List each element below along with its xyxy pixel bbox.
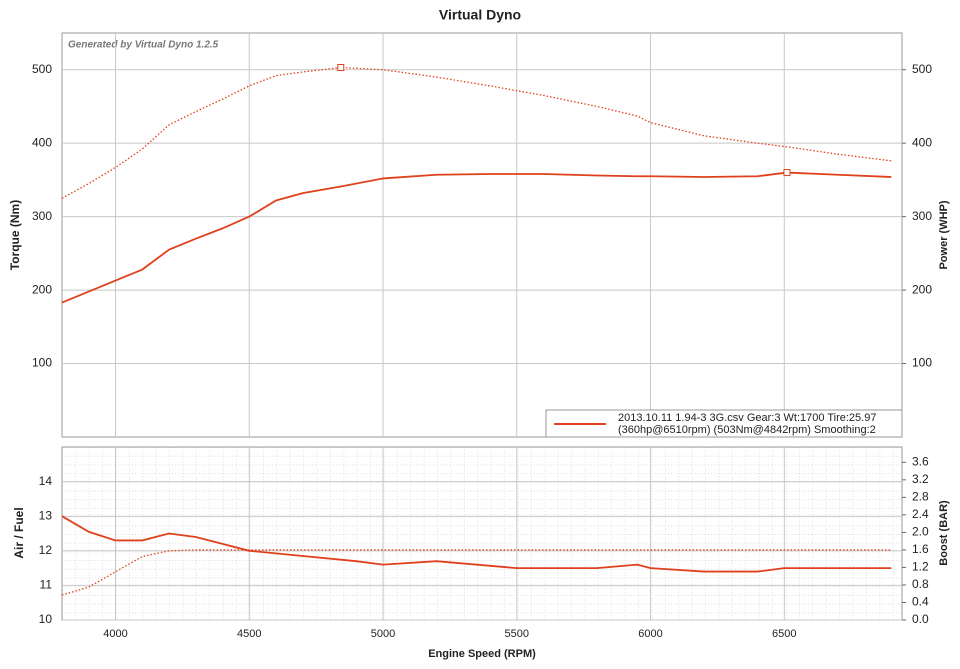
y2-tick-label: 3.2 — [912, 472, 929, 486]
series-line — [61, 171, 892, 304]
plot-area-top — [61, 32, 903, 438]
plot-area-bottom — [61, 446, 903, 621]
y2-tick-label: 0.0 — [912, 612, 929, 626]
y2-tick-label: 400 — [912, 135, 932, 149]
legend-text: (360hp@6510rpm) (503Nm@4842rpm) Smoothin… — [618, 424, 876, 436]
x-axis-label: Engine Speed (RPM) — [428, 648, 536, 660]
x-tick-label: 4000 — [103, 628, 127, 640]
x-tick-label: 5000 — [371, 628, 395, 640]
y-tick-label: 13 — [39, 508, 53, 522]
y2-tick-label: 500 — [912, 62, 932, 76]
y2-tick-label: 2.8 — [912, 490, 929, 504]
peak-marker — [783, 169, 791, 177]
y2-axis-label: Power (WHP) — [938, 200, 950, 269]
y-tick-label: 100 — [32, 356, 52, 370]
y2-tick-label: 2.4 — [912, 507, 929, 521]
y2-tick-label: 200 — [912, 282, 932, 296]
y2-tick-label: 3.6 — [912, 455, 929, 469]
y2-tick-label: 1.2 — [912, 560, 929, 574]
y-tick-label: 14 — [39, 474, 53, 488]
y-tick-label: 400 — [32, 135, 52, 149]
subtitle: Generated by Virtual Dyno 1.2.5 — [68, 40, 219, 51]
y-axis-label: Torque (Nm) — [8, 200, 22, 270]
y-tick-label: 11 — [40, 578, 53, 592]
x-tick-label: 5500 — [505, 628, 529, 640]
y2-tick-label: 1.6 — [912, 542, 929, 556]
x-tick-label: 4500 — [237, 628, 261, 640]
x-tick-label: 6000 — [638, 628, 662, 640]
y-tick-label: 10 — [39, 612, 53, 626]
y-tick-label: 500 — [32, 62, 52, 76]
y-tick-label: 300 — [32, 209, 52, 223]
y-tick-label: 200 — [32, 282, 52, 296]
chart-title: Virtual Dyno — [439, 7, 521, 23]
legend-text: 2013.10.11 1.94-3 3G.csv Gear:3 Wt:1700 … — [618, 412, 876, 424]
y2-tick-label: 300 — [912, 209, 932, 223]
y2-tick-label: 0.4 — [912, 595, 929, 609]
series-line — [61, 515, 892, 573]
y2-tick-label: 100 — [912, 356, 932, 370]
peak-marker — [337, 64, 345, 72]
y-axis-label: Air / Fuel — [12, 507, 26, 558]
y2-tick-label: 2.0 — [912, 525, 929, 539]
x-tick-label: 6500 — [772, 628, 796, 640]
y-tick-label: 12 — [39, 543, 53, 557]
y2-axis-label: Boost (BAR) — [938, 500, 950, 566]
y2-tick-label: 0.8 — [912, 577, 929, 591]
